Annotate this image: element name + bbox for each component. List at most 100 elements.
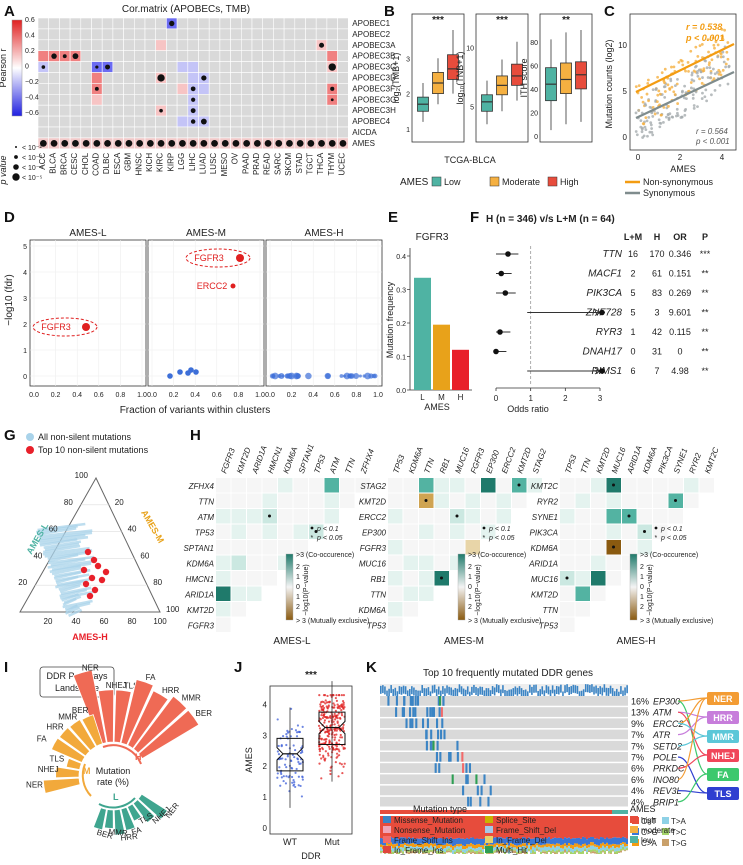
top-mutation-point: [98, 576, 106, 584]
substitution-segment: [428, 847, 430, 851]
substitution-segment: [626, 816, 628, 839]
gene-pct: 7%: [631, 753, 644, 763]
cor-cell: [101, 126, 114, 139]
substitution-segment: [478, 850, 480, 852]
substitution-segment: [572, 845, 574, 850]
forest-lm: 5: [630, 308, 635, 318]
scatter-point: [639, 125, 643, 129]
panel-h-label: H: [190, 427, 201, 444]
substitution-segment: [496, 816, 498, 838]
axis-ames-h: AMES-H: [72, 632, 108, 642]
tmb-bar: [603, 684, 606, 693]
substitution-segment: [512, 838, 514, 845]
scatter-point: [708, 76, 712, 80]
substitution-segment: [566, 851, 568, 854]
substitution-segment: [532, 846, 534, 851]
substitution-segment: [540, 838, 542, 846]
cor-cell: [69, 83, 82, 95]
substitution-segment: [602, 816, 604, 838]
tmb-bar: [522, 690, 525, 699]
cooc-cb-top: >3 (Co-occurence): [468, 552, 526, 559]
scatter-point: [649, 123, 653, 127]
substitution-segment: [552, 851, 554, 853]
substitution-segment: [528, 816, 530, 838]
scatter-point: [650, 130, 654, 134]
cor-cell: [187, 61, 199, 73]
cooc-cell: [388, 617, 403, 632]
cooc-row-label: MUC16: [359, 560, 387, 569]
substitution-segment: [474, 851, 476, 853]
substitution-segment: [440, 844, 442, 847]
tmb-bar: [545, 685, 548, 694]
box: [560, 62, 572, 95]
substitution-segment: [450, 844, 452, 848]
substitution-segment: [410, 851, 412, 854]
gene-name: ATR: [652, 730, 671, 740]
forest-col-header: OR: [673, 232, 687, 242]
cor-cell: [241, 104, 253, 117]
j-point: [276, 776, 279, 779]
cooc-cell: [575, 509, 590, 524]
substitution-segment: [394, 816, 396, 839]
cor-cell: [187, 17, 199, 30]
cor-cell: [112, 17, 124, 30]
substitution-segment: [518, 838, 520, 845]
scatter-point: [670, 65, 673, 69]
gene-pathway-link: [677, 711, 708, 718]
cooc-cell: [324, 509, 339, 524]
cooc-cell: [324, 478, 339, 493]
cor-cell: [315, 28, 328, 41]
substitution-segment: [540, 851, 542, 854]
cor-cell: [166, 61, 178, 73]
cooc-cell: [575, 478, 590, 493]
cor-cell: [69, 115, 82, 128]
cor-cell: [69, 94, 82, 106]
radial-bar-m: [65, 757, 82, 771]
substitution-segment: [614, 848, 616, 852]
radial-path-label-l: MMR: [108, 827, 128, 838]
cluster-point: [347, 374, 352, 378]
top-mutation-point: [82, 580, 90, 588]
cor-cell: [48, 126, 60, 139]
cor-cell: [283, 72, 296, 84]
scatter-point: [698, 77, 701, 81]
or-point: [493, 348, 499, 355]
cooc-cell: [231, 555, 246, 570]
substitution-segment: [418, 847, 420, 851]
cooc-cell: [434, 555, 449, 570]
cor-cell: [59, 39, 71, 51]
substitution-segment: [502, 843, 504, 847]
substitution-segment: [506, 837, 508, 843]
substitution-segment: [544, 816, 546, 838]
substitution-segment: [414, 816, 416, 840]
scatter-point: [660, 113, 663, 117]
tmb-bar: [479, 686, 481, 695]
j-point: [341, 727, 345, 730]
cancer-col-label: KICH: [145, 153, 154, 172]
tmb-bar: [506, 690, 508, 699]
onco-mutation: [462, 763, 465, 773]
pvalue-dot: [62, 54, 67, 59]
cooc-cb-top: >3 (Co-occurence): [640, 552, 698, 559]
cor-cell: [251, 72, 263, 84]
cor-cell: [241, 72, 253, 84]
scatter-point: [657, 89, 661, 93]
substitution-segment: [406, 846, 408, 850]
substitution-segment: [594, 844, 596, 847]
mutation-density: [59, 584, 81, 593]
substitution-segment: [482, 852, 484, 854]
substitution-segment: [592, 842, 594, 846]
substitution-segment: [516, 848, 518, 852]
cor-cell: [37, 115, 49, 128]
scatter-point: [635, 133, 639, 137]
cor-cell: [187, 28, 199, 41]
cooc-cell: [388, 555, 403, 570]
cor-cell: [219, 104, 231, 117]
scatter-point: [720, 27, 724, 31]
legend-star: *: [655, 535, 658, 542]
substitution-segment: [412, 843, 414, 847]
substitution-segment: [452, 850, 454, 854]
substitution-segment: [442, 851, 444, 853]
cooc-cb-bottom: > 3 (Mutually exclusive): [468, 618, 541, 625]
j-point: [290, 775, 294, 779]
